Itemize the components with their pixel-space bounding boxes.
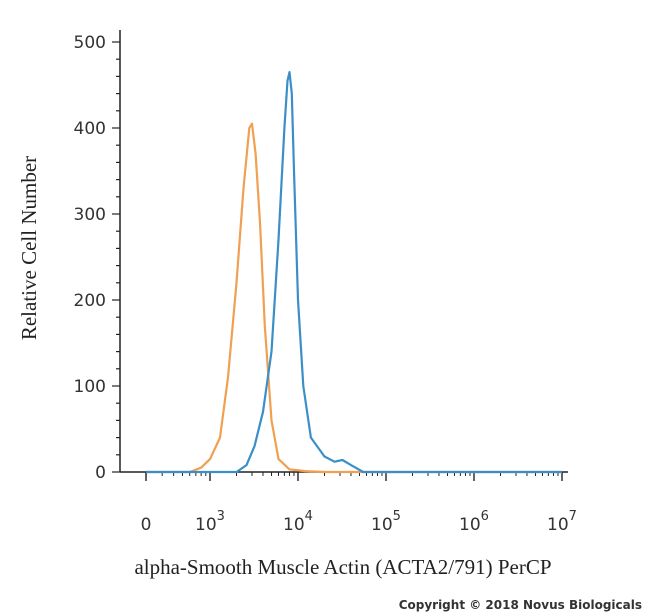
series-layer: [146, 71, 562, 474]
y-axis-title: Relative Cell Number: [17, 156, 41, 340]
flow-histogram-chart: 0 100 200 300 400 500 0 103 104 105 106 107 Relati…: [17, 30, 577, 579]
x-axis: 0 103 104 105 106 107: [120, 471, 577, 535]
y-axis: 0 100 200 300 400 500: [74, 30, 121, 483]
x-tick-label: 107: [547, 509, 577, 535]
y-tick-label: 500: [74, 33, 106, 53]
x-tick-label: 103: [195, 509, 225, 535]
y-tick-label: 300: [74, 205, 106, 225]
x-tick-label: 104: [283, 509, 313, 535]
x-tick-label: 0: [141, 515, 152, 535]
histogram-series-2: [146, 71, 562, 474]
x-axis-title: alpha-Smooth Muscle Actin (ACTA2/791) Pe…: [134, 555, 551, 579]
y-tick-label: 100: [74, 377, 106, 397]
y-tick-label: 400: [74, 119, 106, 139]
histogram-series-1: [146, 122, 562, 474]
x-tick-label: 106: [459, 509, 489, 535]
y-tick-label: 200: [74, 291, 106, 311]
copyright-notice: Copyright © 2018 Novus Biologicals: [398, 598, 642, 612]
y-tick-label: 0: [95, 463, 106, 483]
x-tick-label: 105: [371, 509, 401, 535]
